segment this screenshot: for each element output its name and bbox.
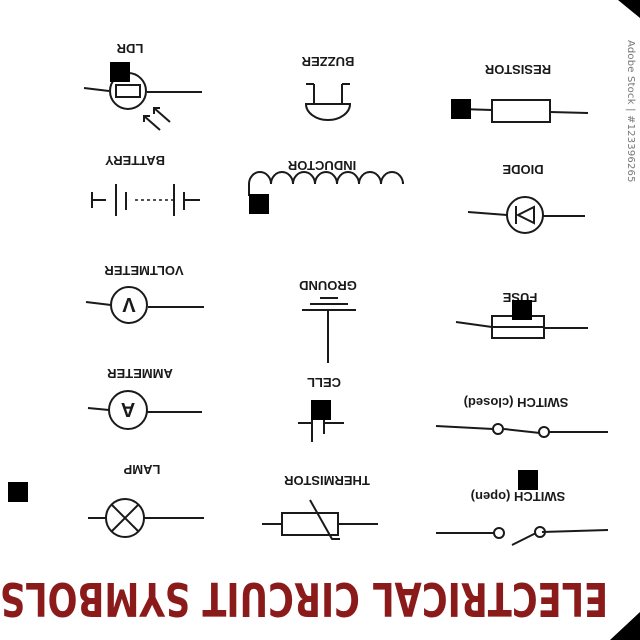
redaction-square [451,99,471,119]
ammeter-letter: A [121,398,135,420]
switch-open-label: SWITCH (open) [471,489,566,504]
lamp-label: LAMP [123,462,160,477]
resistor-label: RESISTOR [484,62,551,77]
redaction-square [512,300,532,320]
ldr-label: LDR [116,41,143,56]
ammeter-symbol [87,390,202,430]
voltmeter-letter: V [122,293,136,315]
ammeter-label: AMMETER [107,366,173,381]
lamp-symbol [88,498,204,538]
ldr-symbol [83,72,202,131]
resistor-symbol [459,99,589,123]
ground-symbol [302,297,356,363]
battery-symbol [91,184,200,216]
inductor-label: INDUCTOR [287,158,356,173]
diode-symbol [467,196,585,234]
page-corner-shadow [610,612,640,640]
page-corner-shadow-top [618,0,640,18]
title-text: ELECTRICAL CIRCUIT SYMBOLS [0,572,608,626]
cell-label: CELL [307,375,341,390]
thermistor-symbol [262,499,378,540]
diode-label: DIODE [502,162,544,177]
voltmeter-label: VOLTMETER [104,263,184,278]
switch-closed-label: SWITCH (closed) [464,395,569,410]
voltmeter-symbol [85,286,204,324]
ground-label: GROUND [299,278,357,293]
buzzer-label: BUZZER [301,54,354,69]
redaction-square [110,62,130,82]
thermistor-label: THERMISTOR [284,473,370,488]
redaction-square [518,470,538,490]
buzzer-symbol [304,83,352,121]
battery-label: BATTERY [105,153,165,168]
redaction-square [311,400,331,420]
fuse-symbol [455,315,588,339]
redaction-square [8,482,28,502]
inductor-symbol [248,171,404,196]
switch-open-symbol [436,526,609,546]
redaction-square [249,194,269,214]
switch-closed-symbol [435,423,608,438]
watermark: Adobe Stock | #123396265 [625,40,636,183]
